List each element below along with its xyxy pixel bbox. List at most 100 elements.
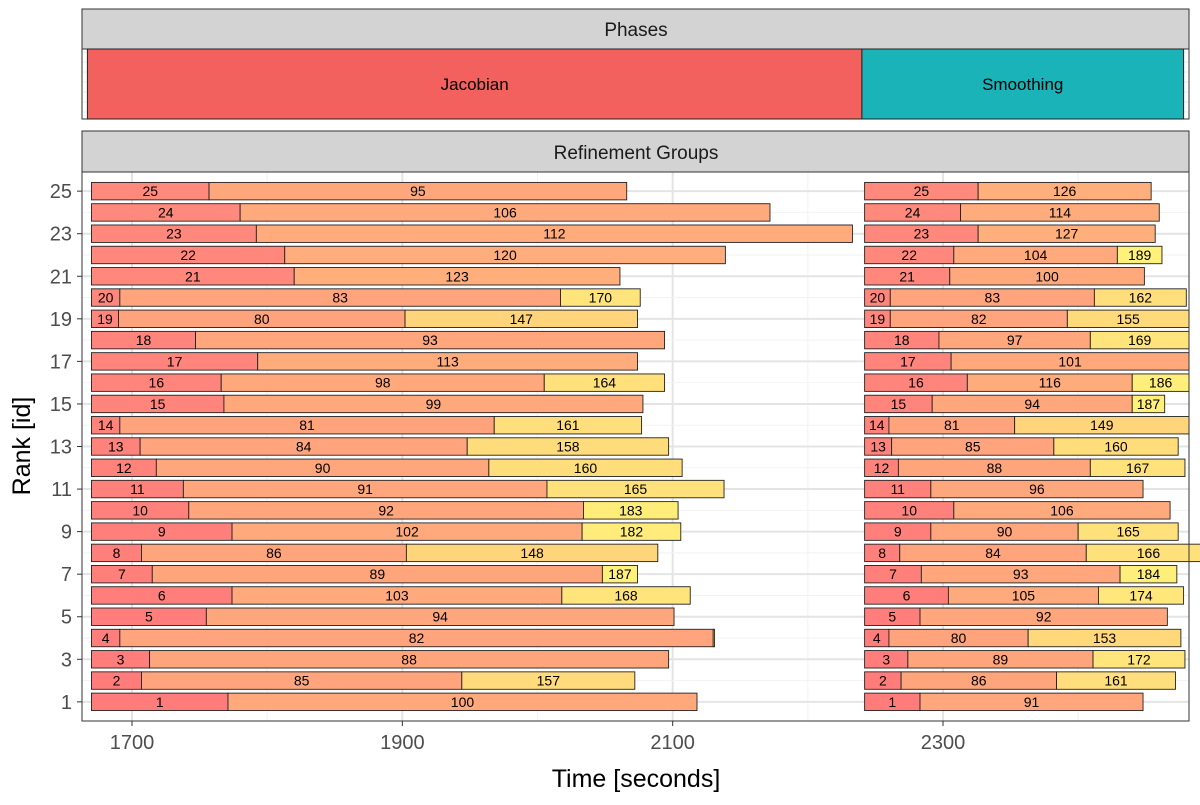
segment-label: 1: [156, 694, 164, 710]
segment-label: 8: [878, 545, 886, 561]
rank-row-25: 25 95 25 126: [91, 181, 1152, 201]
phase-label: Smoothing: [982, 75, 1063, 94]
rank-row-9: 9 102 182 9 90 165: [91, 522, 1179, 541]
segment-label: 13: [870, 439, 886, 455]
segment-label: 23: [914, 226, 930, 242]
segment-label: 86: [971, 673, 987, 689]
rank-row-22: 22 120 22 104 189: [91, 245, 1163, 265]
segment-label: 153: [1093, 630, 1117, 646]
rank-row-12: 12 90 160 12 88 167: [91, 458, 1186, 477]
rank-row-10: 10 92 183 10 106: [91, 501, 1171, 520]
segment-label: 91: [357, 481, 373, 497]
segment-label: 20: [98, 290, 114, 306]
segment-label: 126: [1053, 183, 1077, 199]
segment-label: 81: [299, 417, 315, 433]
segment-label: 85: [965, 439, 981, 455]
segment-label: 96: [1029, 481, 1045, 497]
segment-label: 21: [899, 268, 915, 284]
y-tick-label: 23: [50, 224, 72, 246]
y-tick-label: 7: [61, 564, 72, 586]
segment-bar: [560, 288, 641, 307]
rank-row-13: 13 84 158 13 85 160: [91, 437, 1179, 456]
segment-label: 6: [903, 587, 911, 603]
segment-label: 169: [1128, 332, 1152, 348]
segment-bar: [1119, 565, 1178, 584]
segment-label: 98: [375, 375, 391, 391]
segment-label: 80: [254, 311, 270, 327]
segment-bar: [977, 224, 1156, 243]
segment-label: 8: [113, 545, 121, 561]
segment-label: 19: [870, 311, 886, 327]
segment-bar: [1131, 394, 1166, 414]
x-axis-label: Time [seconds]: [552, 765, 721, 793]
y-tick-label: 11: [51, 479, 72, 501]
segment-bar: [255, 224, 853, 243]
segment-label: 170: [589, 290, 613, 306]
segment-bar: [461, 671, 636, 690]
segment-label: 105: [1012, 587, 1036, 603]
segment-bar: [960, 203, 1160, 222]
segment-label: 25: [142, 183, 158, 199]
segment-label: 15: [150, 396, 166, 412]
segment-label: 18: [894, 332, 910, 348]
segment-label: 2: [879, 673, 887, 689]
y-tick-label: 21: [50, 266, 72, 288]
rank-row-14: 14 81 161 14 81 149: [91, 416, 1190, 435]
segment-label: 113: [436, 353, 459, 369]
rank-row-7: 7 89 187 7 93 184: [91, 565, 1178, 584]
segment-label: 89: [370, 566, 386, 582]
segment-label: 106: [1050, 502, 1074, 518]
segment-label: 4: [102, 630, 110, 646]
groups-strip: [81, 130, 1190, 173]
segment-label: 127: [1055, 226, 1079, 242]
segment-label: 90: [997, 524, 1013, 540]
segment-label: 11: [130, 481, 145, 497]
rank-row-11: 11 91 165 11 96: [91, 479, 1144, 499]
segment-label: 101: [1058, 353, 1082, 369]
x-tick-label: 2100: [650, 732, 695, 754]
segment-bar: [493, 416, 643, 435]
segment-bar: [1093, 288, 1187, 307]
segment-bar: [543, 373, 666, 392]
segment-label: 161: [1104, 673, 1128, 689]
segment-label: 183: [619, 502, 643, 518]
segment-label: 20: [870, 290, 886, 306]
segment-bar: [1116, 245, 1163, 265]
segment-bar: [1089, 458, 1186, 477]
segment-label: 88: [401, 651, 417, 667]
segment-label: 10: [132, 502, 148, 518]
segment-bar: [405, 543, 659, 563]
segment-bar: [919, 607, 1168, 626]
segment-label: 25: [914, 183, 930, 199]
rank-row-18: 18 93 18 97 169: [91, 330, 1190, 350]
rank-row-1: 1 100 1 91: [91, 692, 1144, 712]
segment-bar: [223, 394, 644, 414]
segment-label: 94: [1024, 396, 1040, 412]
segment-label: 84: [985, 545, 1001, 561]
segment-label: 123: [445, 268, 469, 284]
segment-label: 161: [556, 417, 580, 433]
y-tick-label: 5: [61, 607, 72, 629]
rank-row-15: 15 99 15 94 187: [91, 394, 1166, 414]
rank-row-16: 16 98 164 16 116 186: [91, 373, 1190, 392]
segment-label: 168: [614, 587, 638, 603]
rank-row-23: 23 112 23 127: [91, 224, 1156, 243]
segment-label: 9: [894, 524, 902, 540]
segment-label: 99: [426, 396, 442, 412]
segment-bar: [488, 458, 683, 477]
y-axis-label: Rank [id]: [8, 397, 36, 496]
segment-label: 106: [493, 204, 517, 220]
segment-bar: [404, 309, 638, 329]
segment-bar: [601, 565, 638, 584]
phase-label: Jacobian: [441, 75, 509, 94]
segment-label: 12: [874, 460, 890, 476]
segment-label: 24: [905, 204, 921, 220]
segment-label: 3: [117, 651, 125, 667]
rank-row-2: 2 85 157 2 86 161: [91, 671, 1176, 690]
segment-label: 160: [1104, 439, 1128, 455]
x-tick-label: 1900: [380, 732, 425, 754]
segment-label: 22: [180, 247, 196, 263]
